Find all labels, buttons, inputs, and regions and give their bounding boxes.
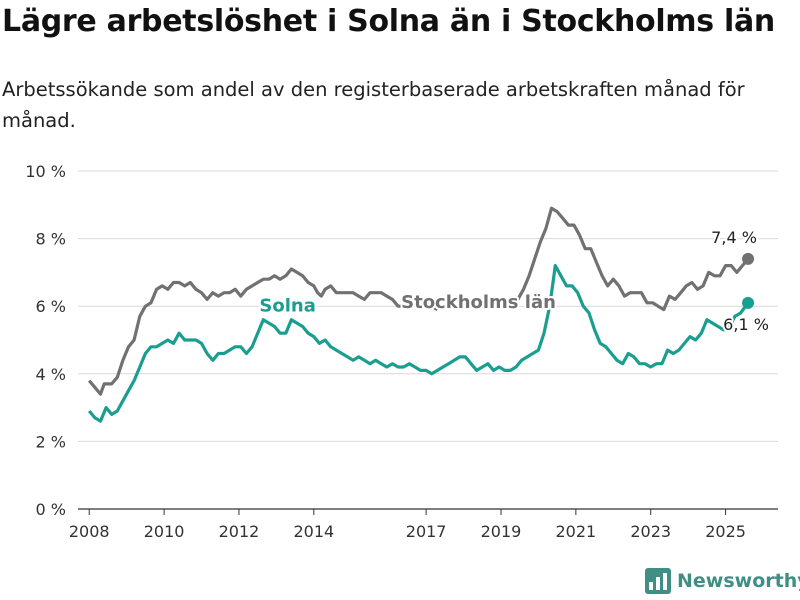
y-tick-label: 10 % [25, 162, 66, 181]
x-tick-label: 2021 [556, 522, 597, 541]
x-tick-label: 2017 [406, 522, 447, 541]
end-point-stockholms-lan [742, 252, 755, 265]
y-tick-label: 6 % [36, 297, 66, 316]
brand-logo: Newsworthy [645, 568, 800, 594]
series-label-solna: Solna [259, 295, 315, 316]
x-tick-label: 2014 [293, 522, 334, 541]
grid-lines [78, 170, 778, 510]
x-tick-label: 2023 [630, 522, 671, 541]
series-lines [87, 206, 755, 423]
y-axis: 0 % 2 % 4 % 6 % 8 % 10 % [25, 162, 66, 519]
x-tick-label: 2025 [705, 522, 746, 541]
y-tick-label: 0 % [36, 500, 66, 519]
series-line-stockholms-lan [87, 267, 439, 396]
x-tick-label: 2019 [481, 522, 522, 541]
series-line-stockholms-lan-cont [507, 206, 750, 312]
series-line-solna [87, 264, 750, 423]
end-label-stockholms-lan: 7,4 % [711, 228, 757, 247]
newsworthy-logo-icon [645, 568, 671, 594]
end-label-solna: 6,1 % [723, 315, 769, 334]
chart-title: Lägre arbetslöshet i Solna än i Stockhol… [2, 4, 775, 39]
x-tick-label: 2010 [144, 522, 185, 541]
x-axis: 2008 2010 2012 2014 2017 2019 2021 2023 2025 [69, 509, 746, 541]
y-tick-label: 4 % [36, 365, 66, 384]
y-tick-label: 8 % [36, 230, 66, 249]
end-point-solna [742, 296, 755, 309]
series-labels: Stockholms län Solna 7,4 % 6,1 % [257, 226, 771, 336]
brand-name: Newsworthy [677, 570, 800, 592]
x-tick-label: 2012 [219, 522, 260, 541]
x-tick-label: 2008 [69, 522, 110, 541]
y-tick-label: 2 % [36, 432, 66, 451]
chart-subtitle: Arbetssökande som andel av den registerb… [2, 78, 745, 132]
series-label-stockholms-lan: Stockholms län [401, 292, 556, 313]
